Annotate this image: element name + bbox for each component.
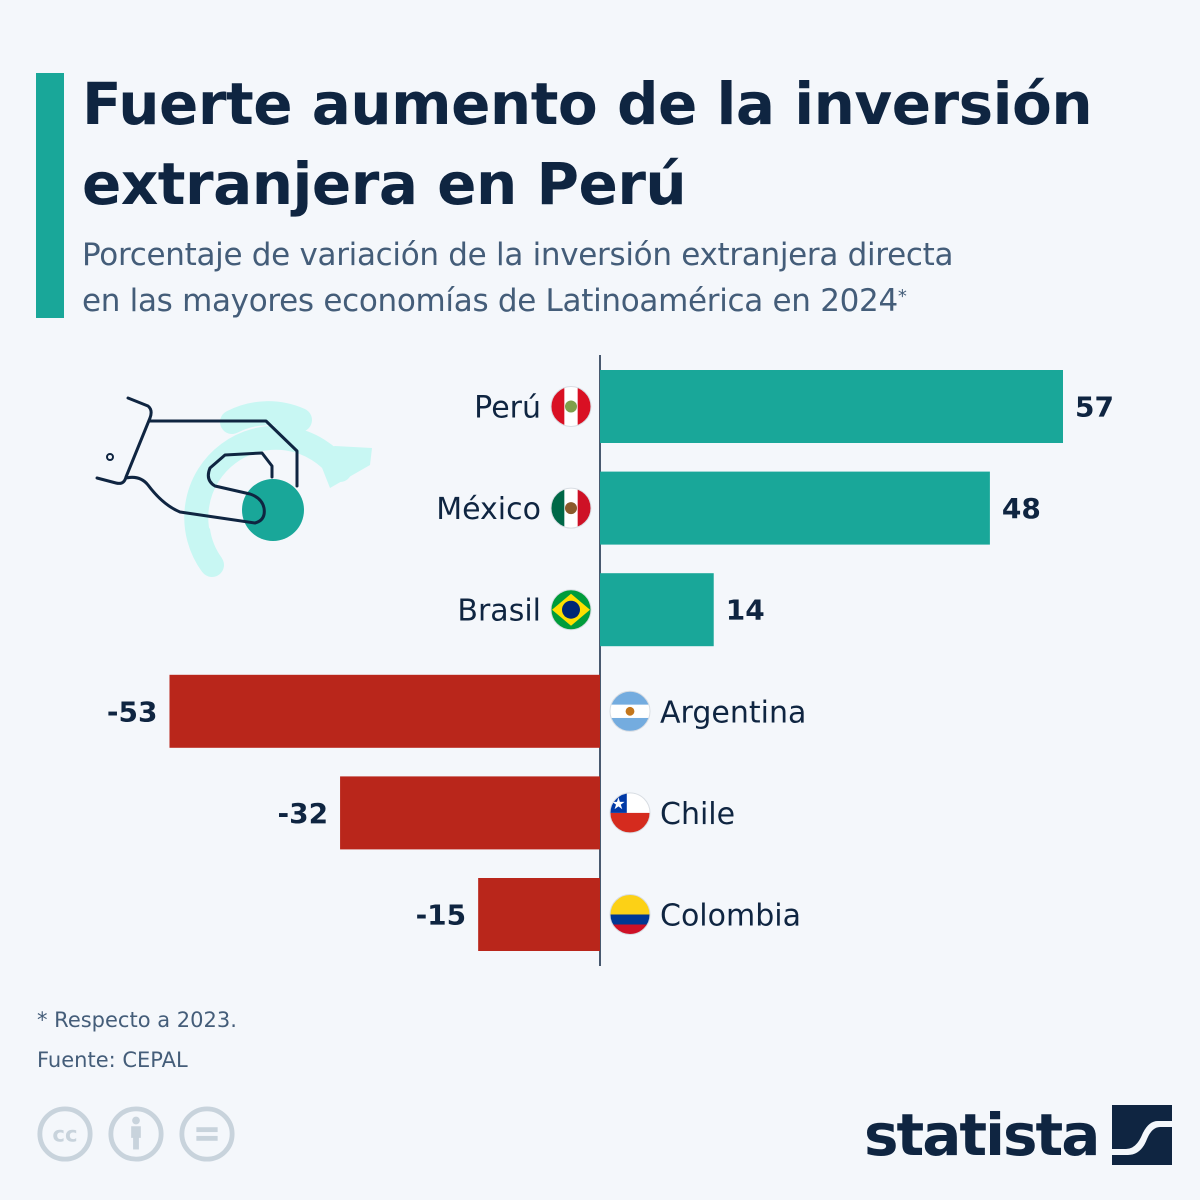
value-label: 14 [726,594,765,627]
bar[interactable] [600,471,990,545]
subtitle-line-2: en las mayores economías de Latinoaméric… [82,278,1182,324]
cc-icon[interactable]: cc [36,1105,94,1163]
arrow-head-icon [315,446,372,488]
brazil-flag-icon [550,589,592,631]
bar-row-5: -15 Colombia [416,878,801,951]
category-label: México [436,492,541,527]
footnote-note: * Respecto a 2023. [37,1008,237,1032]
bar-chart: 57 Perú 48 México 14 Brasil -53 Argentina -32 ★ Ch… [95,355,1114,966]
bar-row-0: 57 Perú [474,370,1114,443]
category-label: Perú [474,391,541,426]
chile-flag-icon: ★ [609,792,651,834]
title-line-2: extranjera en Perú [82,150,687,218]
license-icons: cc [36,1105,236,1163]
hand-outline-icon [124,419,299,525]
value-label: -53 [107,695,158,728]
subtitle-footnote-marker: * [897,286,907,307]
bar-row-1: 48 México [436,471,1041,545]
hand-cuff [95,396,153,485]
svg-text:cc: cc [52,1123,77,1148]
bar-row-4: -32 ★ Chile [277,776,735,850]
circular-arrow-top [220,401,312,434]
mexico-flag-icon [550,487,592,529]
bar[interactable] [169,674,601,748]
statista-logo[interactable]: statista [864,1100,1173,1170]
investment-illustration-icon [95,396,372,577]
bar[interactable] [600,370,1063,443]
bars-group: 57 Perú 48 México 14 Brasil -53 Argentina -32 ★ Ch… [107,370,1114,951]
bar-row-2: 14 Brasil [457,573,765,647]
subtitle-line-2-text: en las mayores economías de Latinoaméric… [82,283,898,319]
title-accent-bar [36,73,64,318]
argentina-flag-icon [609,690,651,732]
category-label: Brasil [457,594,541,629]
category-label: Colombia [660,899,801,934]
title-line-1: Fuerte aumento de la inversión [82,70,1093,138]
statista-wordmark: statista [864,1101,1100,1169]
bar[interactable] [478,878,600,951]
attribution-icon[interactable] [107,1105,165,1163]
coin-icon [242,479,304,541]
peru-flag-icon [550,386,592,427]
no-derivatives-icon[interactable] [178,1105,236,1163]
subtitle-line-1: Porcentaje de variación de la inversión … [82,237,954,273]
value-label: -15 [416,899,467,932]
bar-row-3: -53 Argentina [107,674,806,748]
hand-button [106,453,114,461]
footnote-source: Fuente: CEPAL [37,1048,188,1072]
category-label: Argentina [660,695,806,730]
category-label: Chile [660,797,735,832]
value-label: -32 [277,797,328,830]
footnotes: * Respecto a 2023. Fuente: CEPAL [37,1000,237,1080]
bar[interactable] [600,573,714,647]
circular-arrow-tail [186,527,222,573]
chart-subtitle: Porcentaje de variación de la inversión … [82,232,1182,324]
statista-logo-icon [1112,1105,1173,1165]
value-label: 57 [1075,391,1114,424]
value-label: 48 [1002,492,1041,525]
chart-title: Fuerte aumento de la inversión extranjer… [82,64,1182,224]
bar[interactable] [340,776,600,850]
colombia-flag-icon [609,894,651,935]
